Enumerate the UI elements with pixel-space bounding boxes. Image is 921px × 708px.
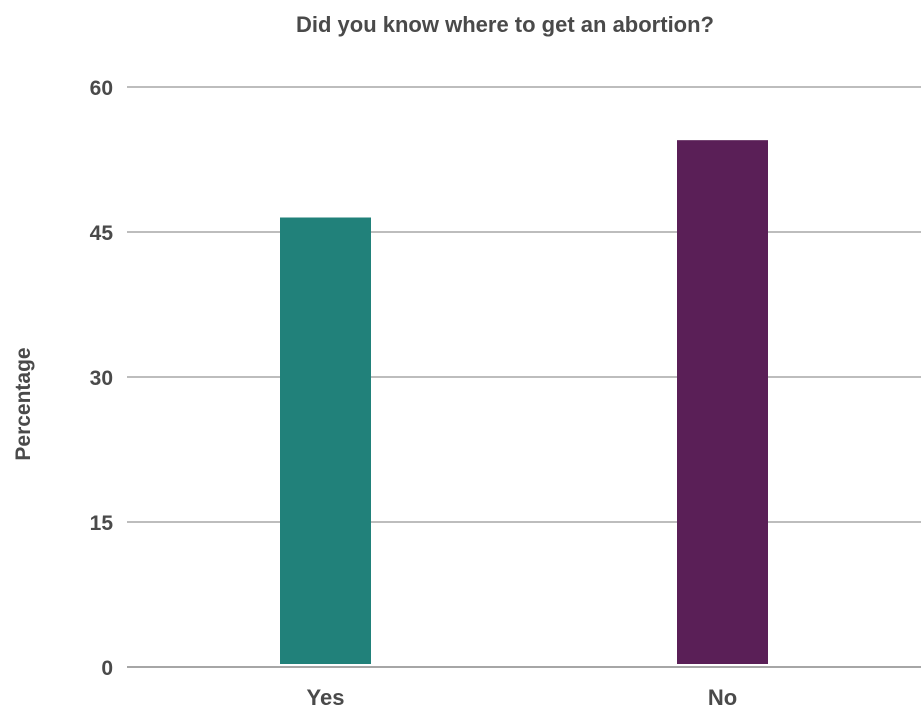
y-axis-label: Percentage xyxy=(12,347,35,460)
gridlines xyxy=(127,86,921,668)
y-tick-label-0: 0 xyxy=(101,657,113,680)
bars xyxy=(280,140,768,664)
y-tick-label-60: 60 xyxy=(90,77,113,100)
x-category-label-yes: Yes xyxy=(307,685,345,708)
y-tick-label-30: 30 xyxy=(90,367,113,390)
y-axis-ticks: 0 15 30 45 60 xyxy=(90,77,114,680)
chart-title: Did you know where to get an abortion? xyxy=(296,12,714,37)
x-category-label-no: No xyxy=(708,685,737,708)
bar-no xyxy=(677,140,768,664)
bar-yes xyxy=(280,217,371,664)
y-tick-label-45: 45 xyxy=(90,222,114,245)
y-tick-label-15: 15 xyxy=(90,512,114,535)
x-axis-categories: Yes No xyxy=(307,685,738,708)
